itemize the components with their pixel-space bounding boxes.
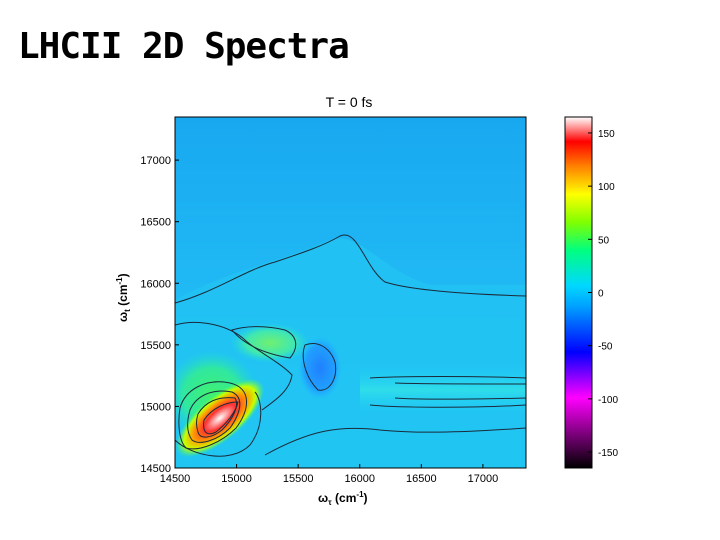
x-tick-label: 15500 bbox=[283, 473, 314, 485]
colorbar-tick-label: -50 bbox=[598, 342, 613, 353]
y-tick-label: 14500 bbox=[140, 463, 171, 475]
y-tick-label: 15000 bbox=[140, 401, 171, 413]
contour-lines bbox=[175, 234, 526, 457]
slide-title: LHCII 2D Spectra bbox=[18, 26, 350, 67]
y-tick-label: 15500 bbox=[140, 340, 171, 352]
colorbar-tick-label: 50 bbox=[598, 235, 610, 246]
x-axis-label: ωτ (cm-1) bbox=[318, 490, 368, 507]
colorbar-tick-label: 150 bbox=[598, 129, 615, 140]
x-tick-label: 15000 bbox=[221, 473, 252, 485]
x-tick-label: 17000 bbox=[468, 473, 499, 485]
colorbar-tick-label: 100 bbox=[598, 182, 615, 193]
colorbar-tick-label: 0 bbox=[598, 289, 604, 300]
colorbar bbox=[564, 116, 593, 469]
y-axis-label: ωt (cm-1) bbox=[115, 273, 132, 322]
y-tick-label: 17000 bbox=[140, 155, 171, 167]
plot-frame bbox=[174, 116, 527, 469]
x-tick-label: 14500 bbox=[160, 473, 191, 485]
plot-title: T = 0 fs bbox=[326, 94, 373, 110]
heatmap-field bbox=[175, 117, 526, 468]
x-tick-label: 16000 bbox=[344, 473, 375, 485]
colorbar-tick-label: -150 bbox=[598, 448, 618, 459]
x-tick-label: 16500 bbox=[406, 473, 437, 485]
y-tick-label: 16000 bbox=[140, 278, 171, 290]
colorbar-ticks: 150 100 50 0 -50 -100 -150 bbox=[588, 129, 618, 459]
y-tick-label: 16500 bbox=[140, 217, 171, 229]
colorbar-tick-label: -100 bbox=[598, 395, 618, 406]
axis-ticks: 14500 15000 15500 16000 16500 17000 14500 15000… bbox=[140, 155, 498, 485]
